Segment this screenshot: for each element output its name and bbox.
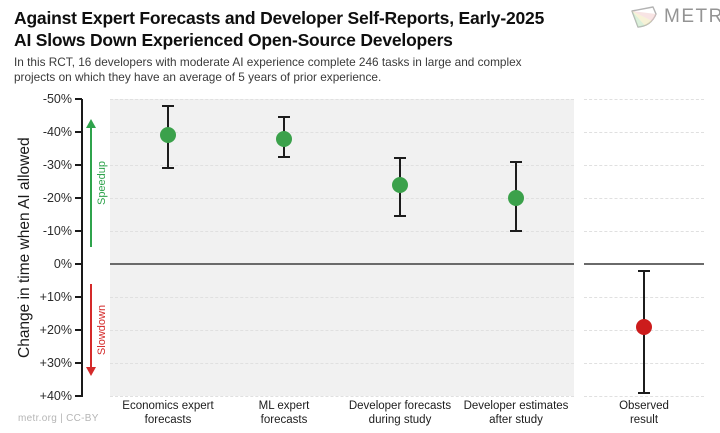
error-bar-cap-top: [394, 157, 406, 160]
gridline-+40%: [110, 396, 574, 397]
gridline-+10%: [110, 297, 574, 298]
gridline--30%: [584, 165, 704, 166]
gridline--20%: [110, 198, 574, 199]
gridline-+40%: [584, 396, 704, 397]
y-axis-tick: [75, 131, 82, 133]
y-tick-label: +40%: [39, 389, 72, 403]
error-bar-cap-bottom: [638, 391, 650, 394]
y-tick-label: -10%: [42, 224, 72, 238]
gridline--40%: [110, 132, 574, 133]
gridline--50%: [584, 99, 704, 100]
data-point: [160, 127, 176, 144]
slowdown-annotation-label: Slowdown: [96, 304, 108, 356]
speedup-annotation-label: Speedup: [96, 161, 108, 206]
y-axis-tick: [75, 230, 82, 232]
error-bar-cap-bottom: [510, 230, 522, 232]
y-axis-tick: [75, 296, 82, 298]
y-tick-label: -20%: [42, 191, 72, 205]
y-axis-label: Change in time when AI allowed: [16, 137, 33, 358]
subtitle-line-1: In this RCT, 16 developers with moderate…: [14, 55, 522, 69]
slowdown-arrow-line: [90, 283, 92, 369]
category-label: Observed result: [619, 400, 669, 426]
y-tick-label: 0%: [53, 257, 72, 271]
error-bar-cap-bottom: [278, 155, 290, 158]
y-tick-label: +10%: [39, 290, 72, 304]
gridline-+30%: [110, 363, 574, 364]
gridline--50%: [110, 99, 574, 100]
metr-logo-text: METR: [664, 6, 720, 27]
gridline--10%: [584, 231, 704, 232]
chart-subtitle: In this RCT, 16 developers with moderate…: [14, 55, 634, 85]
y-axis-tick: [75, 98, 82, 100]
speedup-arrow-line: [90, 126, 92, 248]
error-bar-cap-top: [510, 160, 522, 163]
zero-baseline: [584, 263, 704, 265]
gridline-+20%: [110, 330, 574, 331]
category-label: Developer estimates after study: [463, 400, 569, 426]
title-line-2: AI Slows Down Experienced Open-Source De…: [14, 29, 453, 50]
zero-baseline: [110, 263, 574, 265]
slowdown-arrow-head: [86, 367, 96, 377]
y-axis-tick: [75, 329, 82, 331]
error-bar-cap-bottom: [394, 215, 406, 218]
y-tick-label: -40%: [42, 125, 72, 139]
y-tick-label: +30%: [39, 356, 72, 370]
metr-logo: METR: [629, 5, 720, 29]
error-bar-cap-bottom: [162, 167, 174, 170]
category-label: Economics expert forecasts: [122, 400, 214, 426]
error-bar-cap-top: [278, 116, 290, 119]
y-axis-tick: [75, 164, 82, 166]
y-axis-tick: [75, 395, 82, 397]
y-tick-label: -50%: [42, 92, 72, 106]
data-point: [276, 130, 292, 147]
y-axis-line: [81, 99, 83, 397]
error-bar-cap-top: [638, 269, 650, 272]
speedup-arrow-head: [86, 118, 96, 128]
gridline--30%: [110, 165, 574, 166]
y-axis-tick: [75, 362, 82, 364]
chart-plot-area-main: [110, 99, 574, 396]
y-tick-label: -30%: [42, 158, 72, 172]
credit-text: metr.org | CC-BY: [18, 413, 99, 424]
data-point: [636, 318, 652, 335]
data-point: [392, 176, 408, 193]
data-point: [508, 190, 524, 206]
y-axis-tick: [75, 263, 82, 265]
subtitle-line-2: projects on which they have an average o…: [14, 70, 382, 84]
y-axis-tick: [75, 197, 82, 199]
title-line-1: Against Expert Forecasts and Developer S…: [14, 8, 545, 28]
category-label: Developer forecasts during study: [348, 400, 452, 426]
metr-gem-icon: [631, 6, 657, 28]
gridline--20%: [584, 198, 704, 199]
gridline--10%: [110, 231, 574, 232]
gridline--40%: [584, 132, 704, 133]
category-label: ML expert forecasts: [258, 400, 310, 426]
error-bar-cap-top: [162, 104, 174, 107]
y-tick-label: +20%: [39, 323, 72, 337]
page-title: Against Expert Forecasts and Developer S…: [14, 8, 614, 51]
